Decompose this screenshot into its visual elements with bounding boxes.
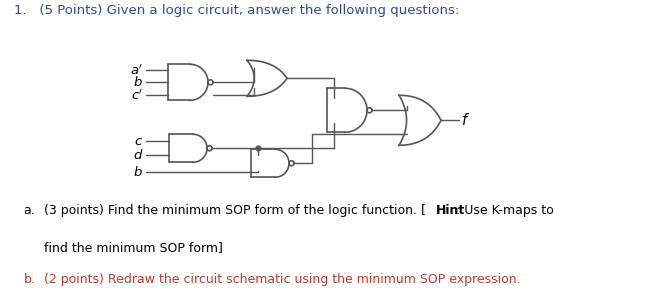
Text: Hint: Hint — [436, 204, 465, 218]
Text: b.: b. — [23, 273, 35, 286]
Text: : Use K-maps to: : Use K-maps to — [456, 204, 554, 218]
Text: $b$: $b$ — [133, 75, 143, 89]
Text: a.: a. — [23, 204, 35, 218]
Text: (3 points) Find the minimum SOP form of the logic function. [: (3 points) Find the minimum SOP form of … — [44, 204, 426, 218]
Text: $c$: $c$ — [134, 135, 143, 148]
Text: $d$: $d$ — [133, 148, 143, 162]
Text: $a'$: $a'$ — [130, 63, 143, 78]
Text: (2 points) Redraw the circuit schematic using the minimum SOP expression.: (2 points) Redraw the circuit schematic … — [44, 273, 521, 286]
Text: $b$: $b$ — [133, 165, 143, 179]
Text: find the minimum SOP form]: find the minimum SOP form] — [44, 241, 223, 254]
Text: $f$: $f$ — [461, 112, 470, 128]
Text: $c'$: $c'$ — [131, 88, 143, 102]
Text: 1.   (5 Points) Given a logic circuit, answer the following questions:: 1. (5 Points) Given a logic circuit, ans… — [14, 4, 460, 18]
